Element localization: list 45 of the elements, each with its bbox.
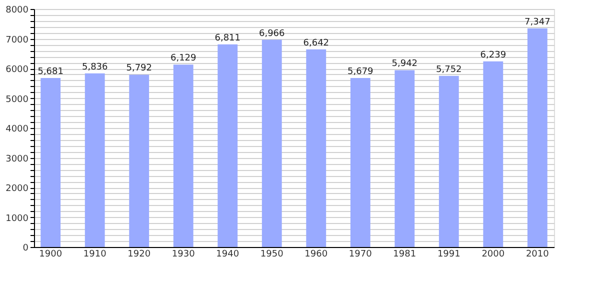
- x-tick-label: 1910: [83, 250, 107, 260]
- y-tick-label: 2000: [6, 184, 29, 194]
- bar: [129, 74, 150, 247]
- data-label: 6,239: [480, 50, 506, 60]
- data-label: 7,347: [524, 17, 550, 28]
- data-label: 6,966: [258, 28, 286, 39]
- bar: [350, 78, 370, 247]
- x-tick-label: 1940: [216, 250, 240, 260]
- y-tick-label: 3000: [6, 154, 29, 164]
- data-label: 5,752: [436, 64, 462, 75]
- bar: [394, 70, 415, 247]
- x-tick-label: 2000: [482, 250, 505, 260]
- y-tick-label: 1000: [6, 214, 29, 224]
- data-label: 6,642: [303, 38, 330, 48]
- y-tick-label: 0: [22, 244, 29, 254]
- x-tick-label: 1920: [128, 250, 151, 260]
- bar: [173, 64, 194, 247]
- bar: [527, 28, 548, 247]
- x-tick-label: 1970: [348, 250, 372, 260]
- data-label: 5,792: [126, 64, 152, 74]
- data-label: 6,129: [170, 54, 197, 64]
- x-tick-label: 1981: [393, 250, 416, 260]
- bar: [84, 73, 105, 247]
- data-label: 5,679: [348, 67, 374, 78]
- x-tick-label: 1900: [39, 250, 62, 260]
- x-tick-label: 1960: [304, 250, 328, 260]
- bar: [438, 76, 459, 247]
- bar: [262, 40, 282, 247]
- data-label: 5,942: [392, 59, 418, 70]
- y-tick-label: 7000: [6, 35, 29, 46]
- x-tick-label: 1950: [260, 250, 284, 260]
- y-tick-label: 6000: [6, 65, 29, 75]
- y-tick-label: 4000: [6, 124, 29, 134]
- data-label: 6,811: [214, 33, 240, 44]
- bar: [218, 44, 238, 247]
- x-tick-label: 1930: [172, 250, 196, 260]
- x-tick-label: 1991: [437, 250, 460, 260]
- x-tick-label: 2010: [526, 250, 550, 260]
- data-label: 5,836: [82, 62, 108, 72]
- bar: [40, 78, 61, 247]
- bar: [483, 61, 504, 247]
- data-label: 5,681: [38, 66, 64, 77]
- bar: [306, 49, 326, 247]
- y-tick-label: 8000: [6, 6, 29, 16]
- y-tick-label: 5000: [6, 94, 29, 105]
